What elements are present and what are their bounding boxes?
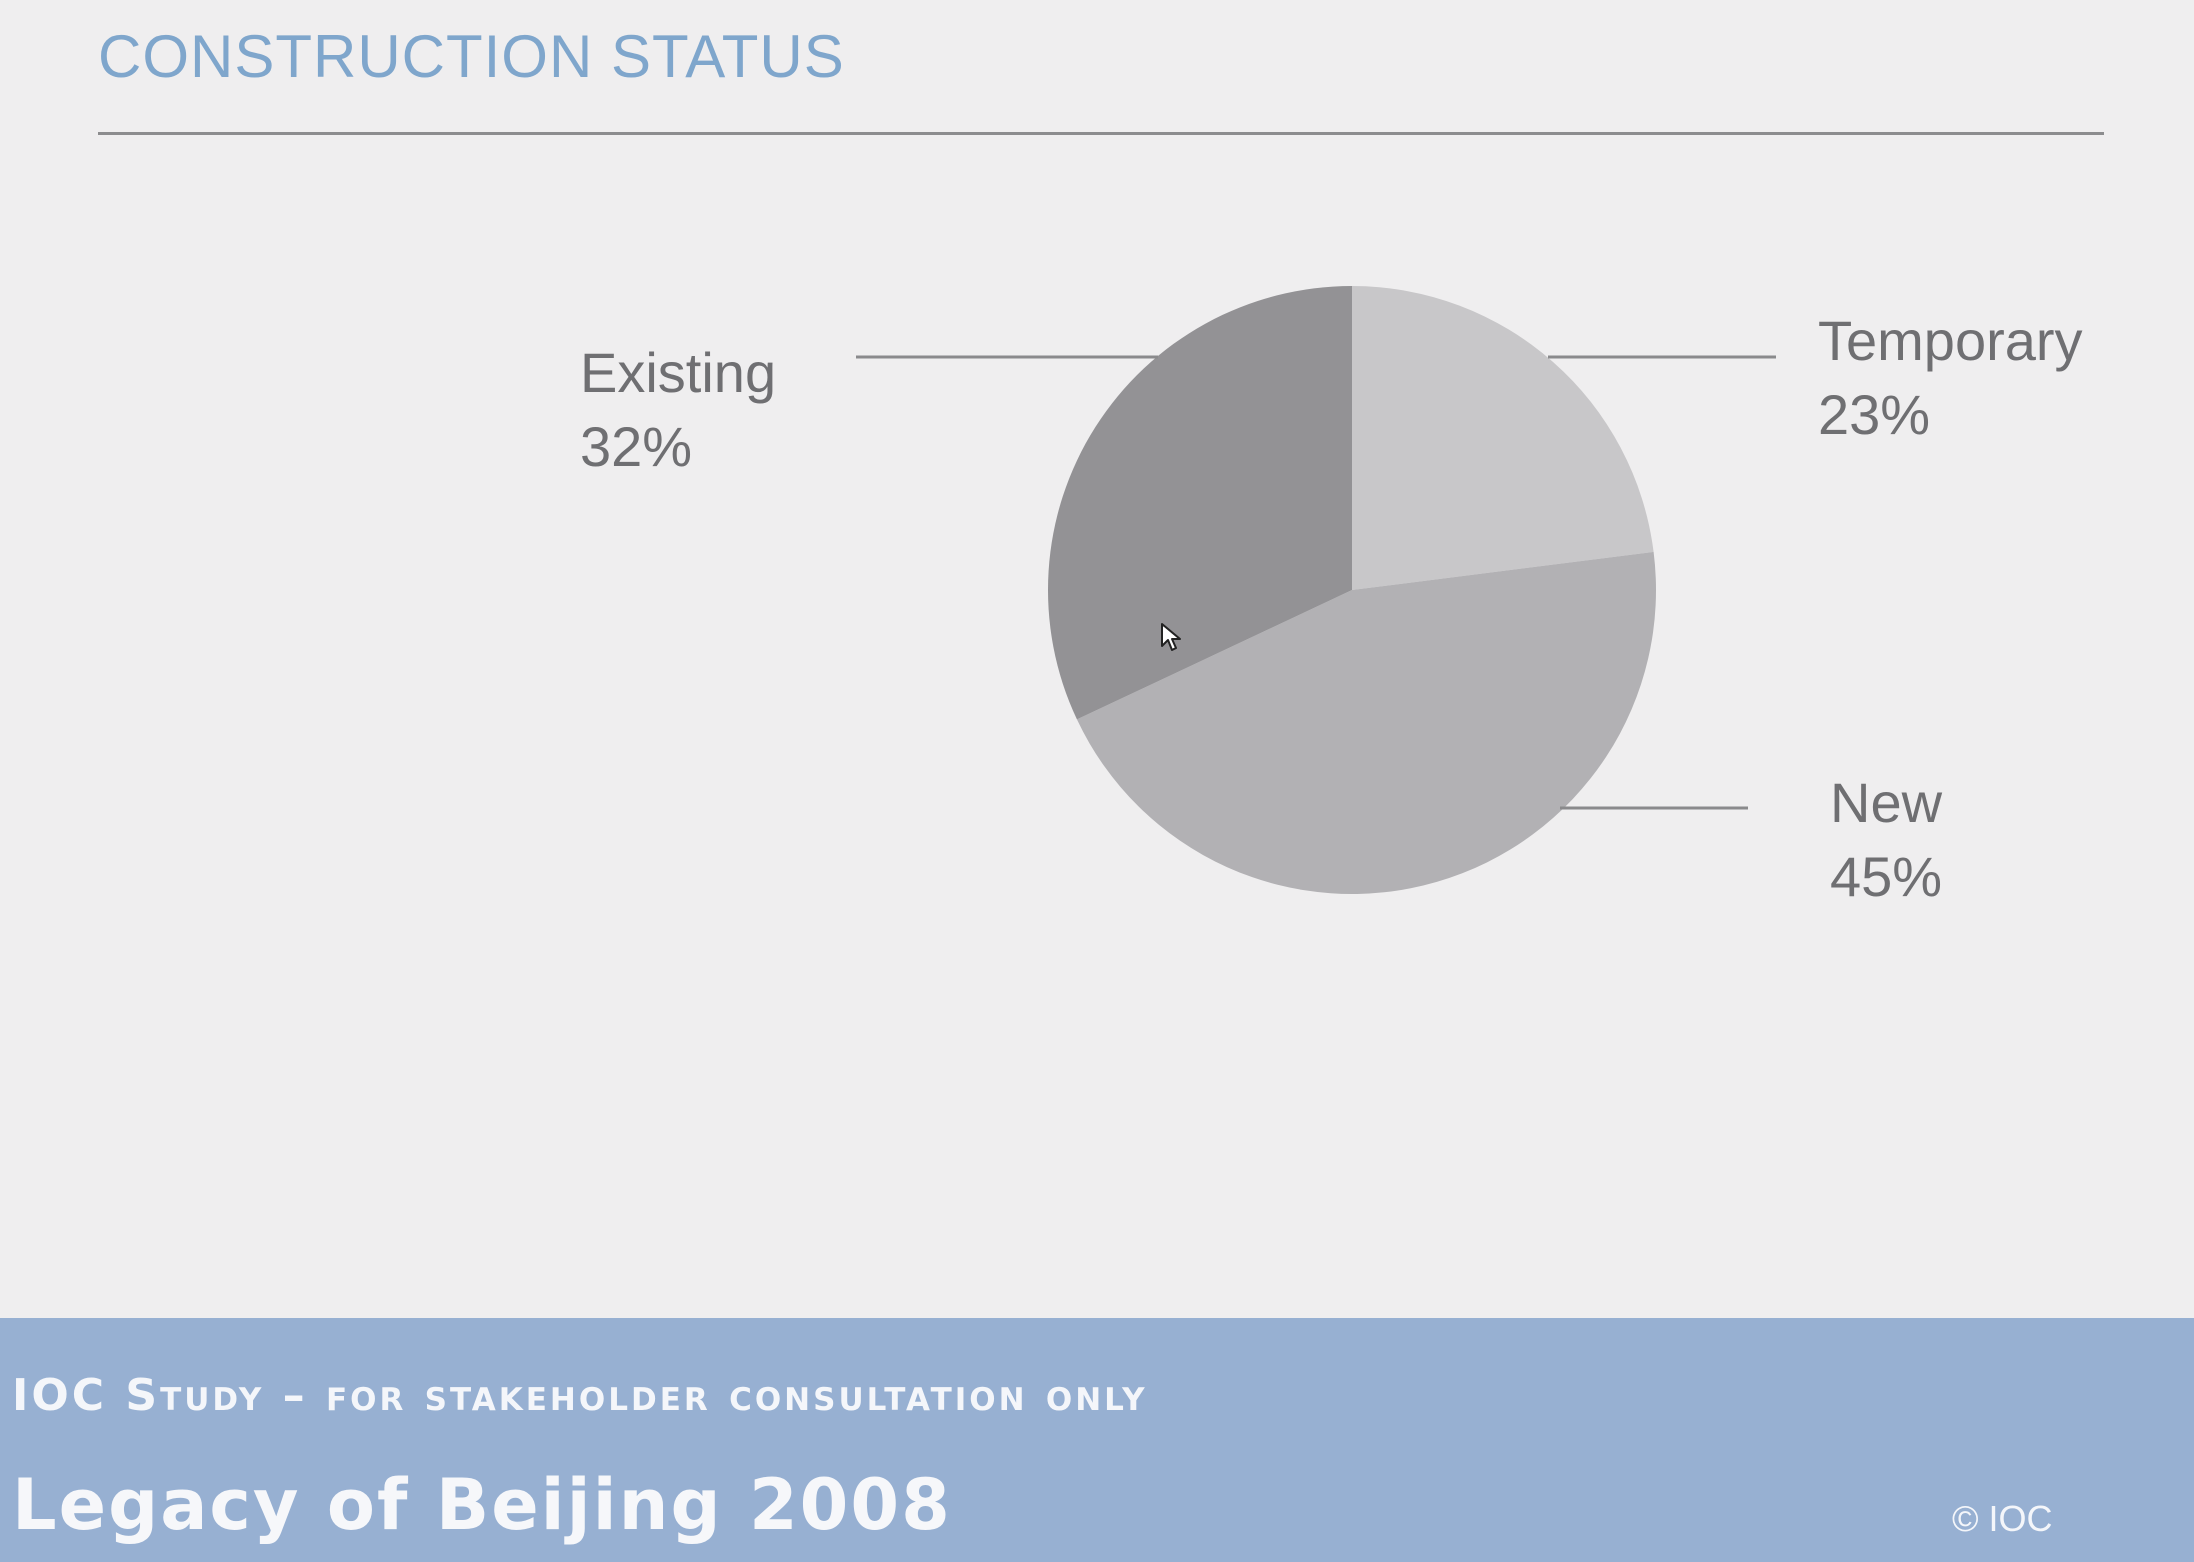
footer-copyright: © IOC xyxy=(1952,1498,2053,1539)
slice-value-new: 45% xyxy=(1830,845,1942,908)
slice-label-temporary: Temporary xyxy=(1818,309,2083,372)
pie-slice-new xyxy=(1076,551,1656,894)
page-title: CONSTRUCTION STATUS xyxy=(98,23,845,90)
mouse-cursor-icon xyxy=(1161,623,1181,651)
footer-main-title: Legacy of Beijing 2008 xyxy=(12,1464,952,1546)
footer-band: IOC Study – for stakeholder consultation… xyxy=(0,1318,2194,1562)
pie-slice-existing xyxy=(1048,286,1352,720)
footer-subtitle: IOC Study – for stakeholder consultation… xyxy=(12,1370,1148,1421)
pie-slices xyxy=(1048,286,1656,894)
pie-slice-temporary xyxy=(1352,286,1654,590)
slice-value-temporary: 23% xyxy=(1818,383,1930,446)
slice-label-existing: Existing xyxy=(580,341,776,404)
slice-value-existing: 32% xyxy=(580,415,692,478)
pie-labels: Temporary 23% New 45% Existing 32% xyxy=(580,309,2083,908)
slice-label-new: New xyxy=(1830,771,1943,834)
pie-chart: Temporary 23% New 45% Existing 32% xyxy=(580,286,2083,908)
title-divider xyxy=(98,132,2104,135)
